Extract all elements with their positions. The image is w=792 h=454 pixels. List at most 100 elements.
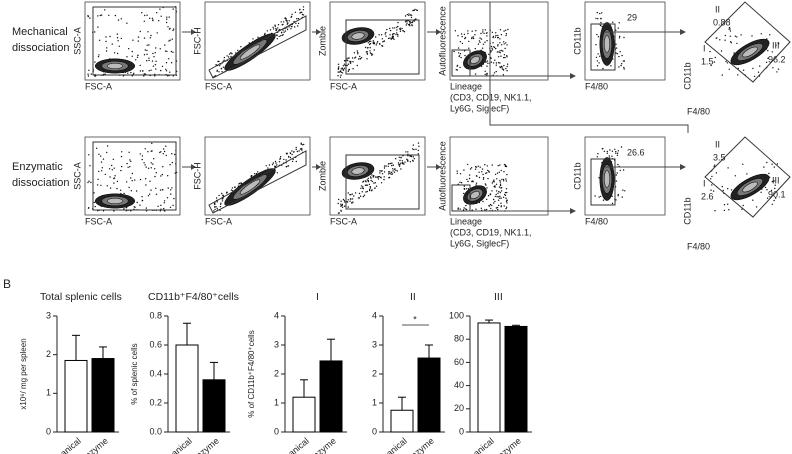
- event-dot: [468, 174, 471, 176]
- event-dot: [108, 14, 110, 16]
- event-dot: [148, 70, 150, 72]
- event-dot: [159, 210, 161, 212]
- event-dot: [347, 206, 349, 208]
- event-dot: [615, 52, 617, 54]
- event-dot: [120, 155, 123, 158]
- event-dot: [496, 196, 498, 198]
- x-axis-label: F4/80: [687, 241, 710, 251]
- event-dot: [159, 48, 161, 50]
- event-dot: [766, 161, 768, 164]
- event-dot: [406, 13, 408, 16]
- event-dot: [506, 191, 508, 194]
- event-dot: [491, 47, 493, 49]
- event-dot: [302, 6, 305, 8]
- event-dot: [117, 40, 119, 42]
- event-dot: [477, 165, 479, 167]
- event-dot: [359, 57, 362, 60]
- event-dot: [285, 19, 287, 21]
- event-dot: [218, 71, 220, 73]
- event-dot: [297, 18, 300, 20]
- y-axis-label: x10⁶/ mg per spleen: [19, 338, 28, 409]
- event-dot: [418, 145, 420, 147]
- event-dot: [377, 41, 379, 43]
- event-dot: [97, 56, 100, 58]
- event-dot: [100, 14, 103, 16]
- event-dot: [290, 15, 293, 18]
- y-tick-label: 0: [46, 426, 51, 436]
- event-dot: [146, 49, 148, 52]
- event-dot: [768, 172, 770, 175]
- event-dot: [385, 31, 387, 34]
- event-dot: [506, 70, 508, 72]
- event-dot: [116, 52, 119, 55]
- event-dot: [724, 39, 726, 41]
- event-dot: [340, 71, 342, 74]
- event-dot: [400, 162, 402, 164]
- event-dot: [365, 191, 367, 193]
- event-dot: [173, 28, 175, 30]
- y-axis-label: FSC-H: [192, 162, 202, 190]
- event-dot: [622, 169, 625, 171]
- x-axis-label: F4/80: [585, 81, 608, 91]
- event-dot: [219, 65, 221, 67]
- plot-frame: [584, 1, 666, 81]
- event-dot: [106, 151, 108, 154]
- event-dot: [597, 153, 599, 155]
- event-dot: [501, 49, 503, 52]
- gate: [451, 184, 471, 212]
- event-dot: [87, 181, 89, 184]
- event-dot: [167, 175, 169, 177]
- event-dot: [616, 152, 619, 154]
- x-axis-label: FSC-A: [330, 216, 357, 226]
- event-dot: [291, 26, 293, 28]
- event-dot: [491, 164, 493, 166]
- event-dot: [150, 162, 152, 164]
- event-dot: [482, 43, 485, 45]
- gate-name: III: [772, 175, 780, 185]
- event-dot: [617, 150, 619, 152]
- event-dot: [410, 155, 413, 158]
- event-dot: [502, 178, 505, 181]
- event-dot: [597, 53, 599, 55]
- event-dot: [151, 17, 154, 19]
- x-tick-label: Mechanical: [455, 436, 496, 454]
- event-dot: [389, 27, 391, 30]
- event-dot: [383, 167, 386, 169]
- event-dot: [506, 65, 508, 68]
- event-dot: [493, 46, 495, 48]
- event-dot: [366, 53, 369, 55]
- event-dot: [763, 166, 765, 168]
- event-dot: [398, 164, 400, 166]
- event-dot: [463, 187, 465, 190]
- event-dot: [596, 65, 599, 67]
- event-dot: [135, 190, 138, 192]
- event-dot: [168, 40, 170, 42]
- event-dot: [740, 34, 742, 36]
- event-dot: [457, 207, 459, 209]
- event-dot: [281, 34, 283, 37]
- event-dot: [463, 50, 466, 52]
- event-dot: [356, 50, 358, 52]
- event-dot: [147, 167, 150, 169]
- event-dot: [475, 182, 478, 184]
- event-dot: [369, 47, 371, 49]
- event-dot: [410, 16, 413, 19]
- event-dot: [730, 42, 732, 44]
- event-dot: [367, 47, 369, 49]
- event-dot: [379, 170, 381, 172]
- event-dot: [174, 153, 176, 156]
- event-dot: [289, 156, 292, 159]
- event-dot: [143, 162, 145, 164]
- event-dot: [295, 160, 297, 163]
- event-dot: [369, 186, 371, 188]
- event-dot: [620, 146, 623, 148]
- event-dot: [220, 202, 222, 204]
- event-dot: [275, 162, 277, 164]
- event-dot: [485, 172, 487, 175]
- event-dot: [123, 192, 125, 195]
- event-dot: [146, 44, 148, 46]
- event-dot: [723, 209, 726, 212]
- y-axis-label: SSC-A: [72, 162, 82, 190]
- event-dot: [503, 30, 505, 32]
- event-dot: [495, 32, 497, 34]
